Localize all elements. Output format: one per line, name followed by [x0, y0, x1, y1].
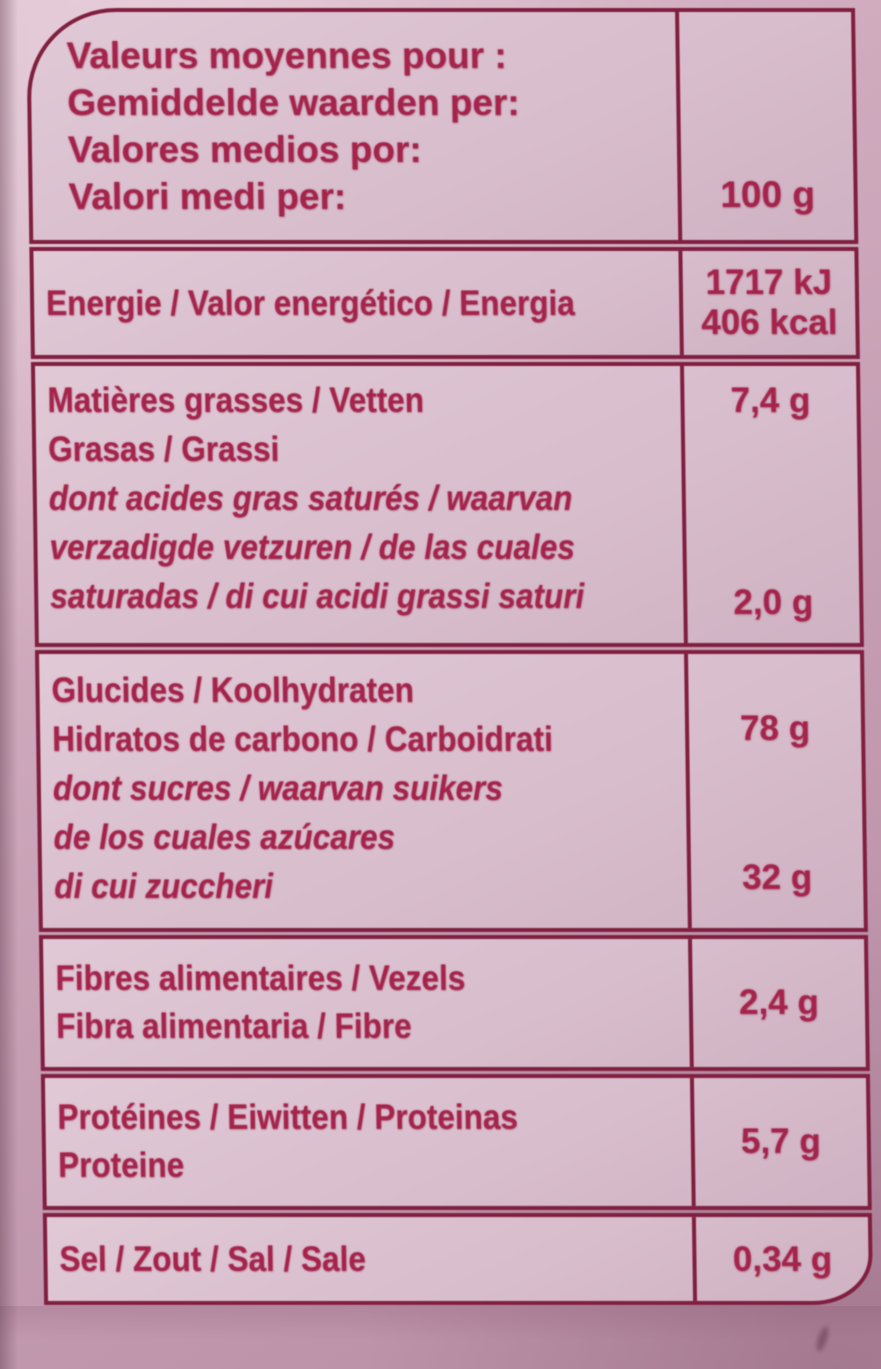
sugars-label-line: di cui zuccheri: [53, 867, 274, 906]
protein-value-cell: 5,7 g: [689, 1078, 868, 1206]
sugars-value: 32 g: [741, 858, 813, 897]
header-row: Valeurs moyennes pour : Gemiddelde waard…: [26, 8, 859, 244]
energy-value-cell: 1717 kJ 406 kcal: [678, 251, 856, 355]
energy-value-kcal: 406 kcal: [700, 303, 838, 342]
row-salt: Sel / Zout / Sal / Sale 0,34 g: [42, 1213, 874, 1305]
fiber-label-line: Fibres alimentaires / Vezels: [55, 959, 466, 998]
fat-value: 7,4 g: [730, 381, 811, 420]
saturated-fat-label-line: verzadigde vetzuren / de las cuales: [49, 528, 576, 567]
fiber-label-line: Fibra alimentaria / Fibre: [55, 1007, 412, 1046]
protein-label-cell: Protéines / Eiwitten / Proteinas Protein…: [45, 1078, 692, 1206]
row-fat: Matières grasses / Vetten Grasas / Grass…: [30, 362, 864, 647]
fiber-value: 2,4 g: [738, 983, 820, 1022]
header-title-line-it: Valori medi per:: [68, 176, 347, 217]
nutrition-table: Valeurs moyennes pour : Gemiddelde waard…: [26, 8, 874, 1305]
saturated-fat-label-line: saturadas / di cui acidi grassi saturi: [49, 577, 585, 616]
header-title-line-es: Valores medios por:: [67, 129, 422, 170]
protein-label-line: Proteine: [57, 1146, 185, 1185]
carbohydrates-label-cell: Glucides / Koolhydraten Hidratos de carb…: [39, 654, 688, 928]
amount-column-header: 100 g: [720, 174, 816, 215]
energy-value-kj: 1717 kJ: [705, 263, 833, 302]
fat-value-cell: 7,4 g 2,0 g: [679, 366, 860, 643]
saturated-fat-value: 2,0 g: [733, 583, 814, 622]
header-title-line-fr: Valeurs moyennes pour :: [66, 35, 507, 76]
sugars-label-line: de los cuales azúcares: [53, 818, 396, 857]
carbohydrates-value: 78 g: [739, 709, 811, 748]
fiber-label-cell: Fibres alimentaires / Vezels Fibra alime…: [43, 939, 690, 1067]
fiber-value-cell: 2,4 g: [688, 939, 866, 1067]
fat-label-line: Matières grasses / Vetten: [47, 381, 425, 420]
salt-value: 0,34 g: [732, 1239, 833, 1279]
protein-value: 5,7 g: [740, 1122, 821, 1161]
row-protein: Protéines / Eiwitten / Proteinas Protein…: [40, 1074, 872, 1210]
carbohydrates-label-line: Glucides / Koolhydraten: [51, 671, 415, 710]
amount-column-header-cell: 100 g: [675, 12, 855, 240]
sugars-label-line: dont sucres / waarvan suikers: [52, 769, 504, 808]
row-carbohydrates: Glucides / Koolhydraten Hidratos de carb…: [34, 650, 868, 932]
header-title-line-nl: Gemiddelde waarden per:: [67, 82, 520, 123]
salt-value-cell: 0,34 g: [691, 1217, 870, 1301]
row-fiber: Fibres alimentaires / Vezels Fibra alime…: [38, 935, 870, 1071]
header-title: Valeurs moyennes pour : Gemiddelde waard…: [30, 12, 678, 240]
fat-label-cell: Matières grasses / Vetten Grasas / Grass…: [35, 366, 684, 643]
fat-label-line: Grasas / Grassi: [47, 430, 280, 469]
energy-label-cell: Energie / Valor energético / Energia: [33, 251, 679, 355]
energy-label: Energie / Valor energético / Energia: [45, 283, 576, 323]
carbohydrates-value-cell: 78 g 32 g: [684, 654, 864, 928]
saturated-fat-label-line: dont acides gras saturés / waarvan: [48, 479, 573, 518]
row-energy: Energie / Valor energético / Energia 171…: [29, 247, 860, 359]
carbohydrates-label-line: Hidratos de carbono / Carboidrati: [51, 720, 554, 759]
salt-label: Sel / Zout / Sal / Sale: [59, 1239, 367, 1279]
salt-label-cell: Sel / Zout / Sal / Sale: [47, 1217, 693, 1301]
protein-label-line: Protéines / Eiwitten / Proteinas: [57, 1098, 519, 1137]
packaging-smudge: [814, 1325, 831, 1353]
